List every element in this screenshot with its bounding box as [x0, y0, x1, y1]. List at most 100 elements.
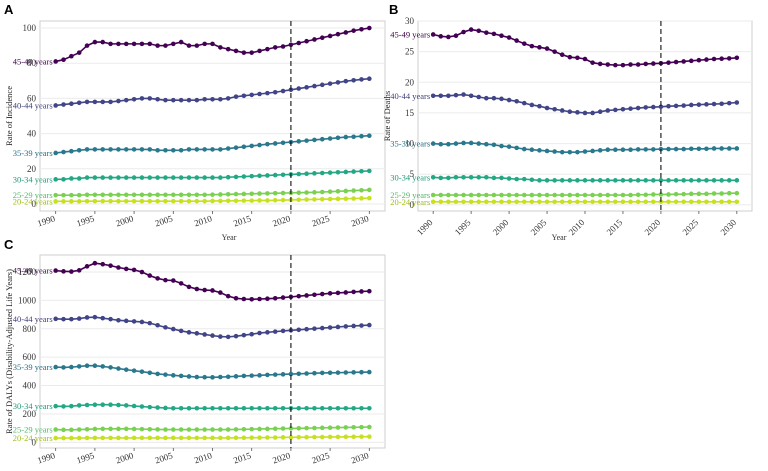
panel-b-ytick-label: 20 [405, 77, 415, 87]
panel-c-data-point [100, 364, 106, 369]
panel-b-data-point [719, 199, 724, 205]
panel-c-data-point [123, 435, 129, 441]
panel-c-data-point [210, 405, 215, 411]
panel-a-data-point [257, 198, 262, 203]
panel-b-data-point [552, 106, 557, 112]
panel-b-data-point [688, 191, 694, 197]
panel-a-data-point [178, 97, 184, 103]
panel-b-data-point [605, 62, 611, 67]
panel-a-data-point [155, 192, 160, 198]
panel-c-data-point [92, 402, 98, 408]
panel-a-xtick-label: 2025 [311, 213, 332, 228]
panel-b-data-point [499, 192, 504, 198]
panel-c-data-point [108, 426, 113, 432]
panel-b-xtick-label: 2010 [567, 217, 587, 237]
panel-c-data-point [155, 405, 160, 410]
panel-a-data-point [343, 196, 349, 201]
panel-b-data-point [438, 192, 444, 198]
panel-a-data-point [327, 196, 333, 202]
panel-b-data-point [666, 103, 671, 109]
panel-a-xtick-label: 2005 [154, 213, 175, 228]
panel-a-data-point [343, 30, 349, 35]
panel-a-data-point [241, 191, 247, 197]
panel-c-data-point [100, 261, 106, 267]
panel-b-series-30-34-years: 30-34 years [390, 172, 740, 183]
panel-a-series-30-34-years: 30-34 years [13, 168, 372, 184]
panel-c-data-point [233, 405, 239, 411]
panel-c-data-point [84, 315, 90, 320]
panel-a-data-point [139, 96, 145, 101]
panel-c-data-point [147, 404, 153, 410]
panel-b-data-point [529, 199, 535, 205]
panel-b-data-point [446, 141, 451, 147]
panel-a-data-point [367, 168, 372, 174]
panel-c-data-point [210, 288, 215, 293]
panel-c-data-point [53, 403, 58, 409]
panel-c-ytick-label: 400 [23, 381, 37, 391]
panel-b-ytick-label: 30 [405, 16, 415, 26]
panel-c-data-point [131, 403, 137, 409]
panel-b-data-point [666, 192, 671, 197]
panel-c-data-point [84, 426, 90, 432]
panel-c-data-point [155, 371, 160, 377]
panel-c-data-point [351, 289, 356, 295]
panel-b-data-point [575, 178, 580, 183]
panel-b-data-point [552, 178, 557, 183]
panel-b-data-point [696, 178, 702, 183]
panel-a-data-point [202, 147, 207, 152]
panel-a-data-point [123, 192, 129, 198]
panel-c-data-point [327, 425, 333, 431]
panel-c-data-point [257, 426, 262, 432]
panel-b-data-point [666, 178, 671, 183]
panel-b-series-40-44-years: 40-44 years [390, 91, 740, 116]
panel-b-ytick-label: 10 [405, 139, 415, 149]
panel-b-data-point [491, 95, 497, 101]
panel-c-xtick-label: 2015 [232, 450, 253, 465]
panel-c-data-point [359, 289, 364, 294]
panel-b-data-point [666, 60, 671, 65]
panel-c-data-point [280, 435, 286, 440]
panel-a-data-point [131, 192, 137, 198]
panel-a-data-point [241, 198, 247, 203]
panel-b-data-point [704, 146, 709, 152]
panel-c-data-point [218, 334, 223, 339]
panel-a-data-point [343, 134, 349, 140]
panel-b-data-point [673, 178, 679, 183]
panel-b-data-point [711, 101, 717, 107]
panel-b-data-point [597, 199, 603, 205]
panel-a-data-point [186, 97, 192, 103]
panel-a-data-point [312, 83, 317, 89]
panel-b-data-point [544, 46, 550, 51]
panel-c-data-point [100, 315, 106, 321]
panel-b-data-point [643, 105, 649, 110]
panel-c-data-point [335, 370, 341, 375]
panel-b-data-point [521, 41, 527, 46]
panel-c-xtick-label: 2000 [114, 450, 135, 465]
panel-a-data-point [249, 92, 254, 98]
panel-c-data-point [225, 427, 231, 432]
panel-c-data-point [69, 403, 74, 409]
panel-c-ytick-label: 0 [32, 437, 37, 447]
panel-a-plot-area [39, 20, 386, 212]
panel-a-data-point [218, 192, 223, 197]
panel-c-data-point [351, 370, 356, 375]
panel-b-data-point [559, 149, 565, 155]
panel-c-data-point [233, 333, 239, 339]
panel-b-data-point [468, 199, 474, 205]
panel-b-data-point [643, 192, 649, 198]
panel-a-series-45-49-years: 45-49 years [13, 25, 372, 66]
panel-a-data-point [84, 99, 90, 105]
panel-b-data-point [575, 199, 580, 205]
panel-a-data-point [53, 192, 58, 198]
panel-b-data-point [491, 142, 497, 148]
panel-a-data-point [280, 197, 286, 203]
panel-c-data-point [116, 402, 121, 408]
panel-c-data-point [265, 372, 270, 378]
panel-c-data-point [225, 334, 231, 340]
panel-c-data-point [186, 405, 192, 411]
panel-c-data-point [163, 277, 168, 283]
panel-b-data-point [688, 178, 694, 183]
panel-a-data-point [116, 192, 121, 198]
panel-c-data-point [225, 405, 231, 411]
panel-b-data-point [673, 199, 679, 205]
